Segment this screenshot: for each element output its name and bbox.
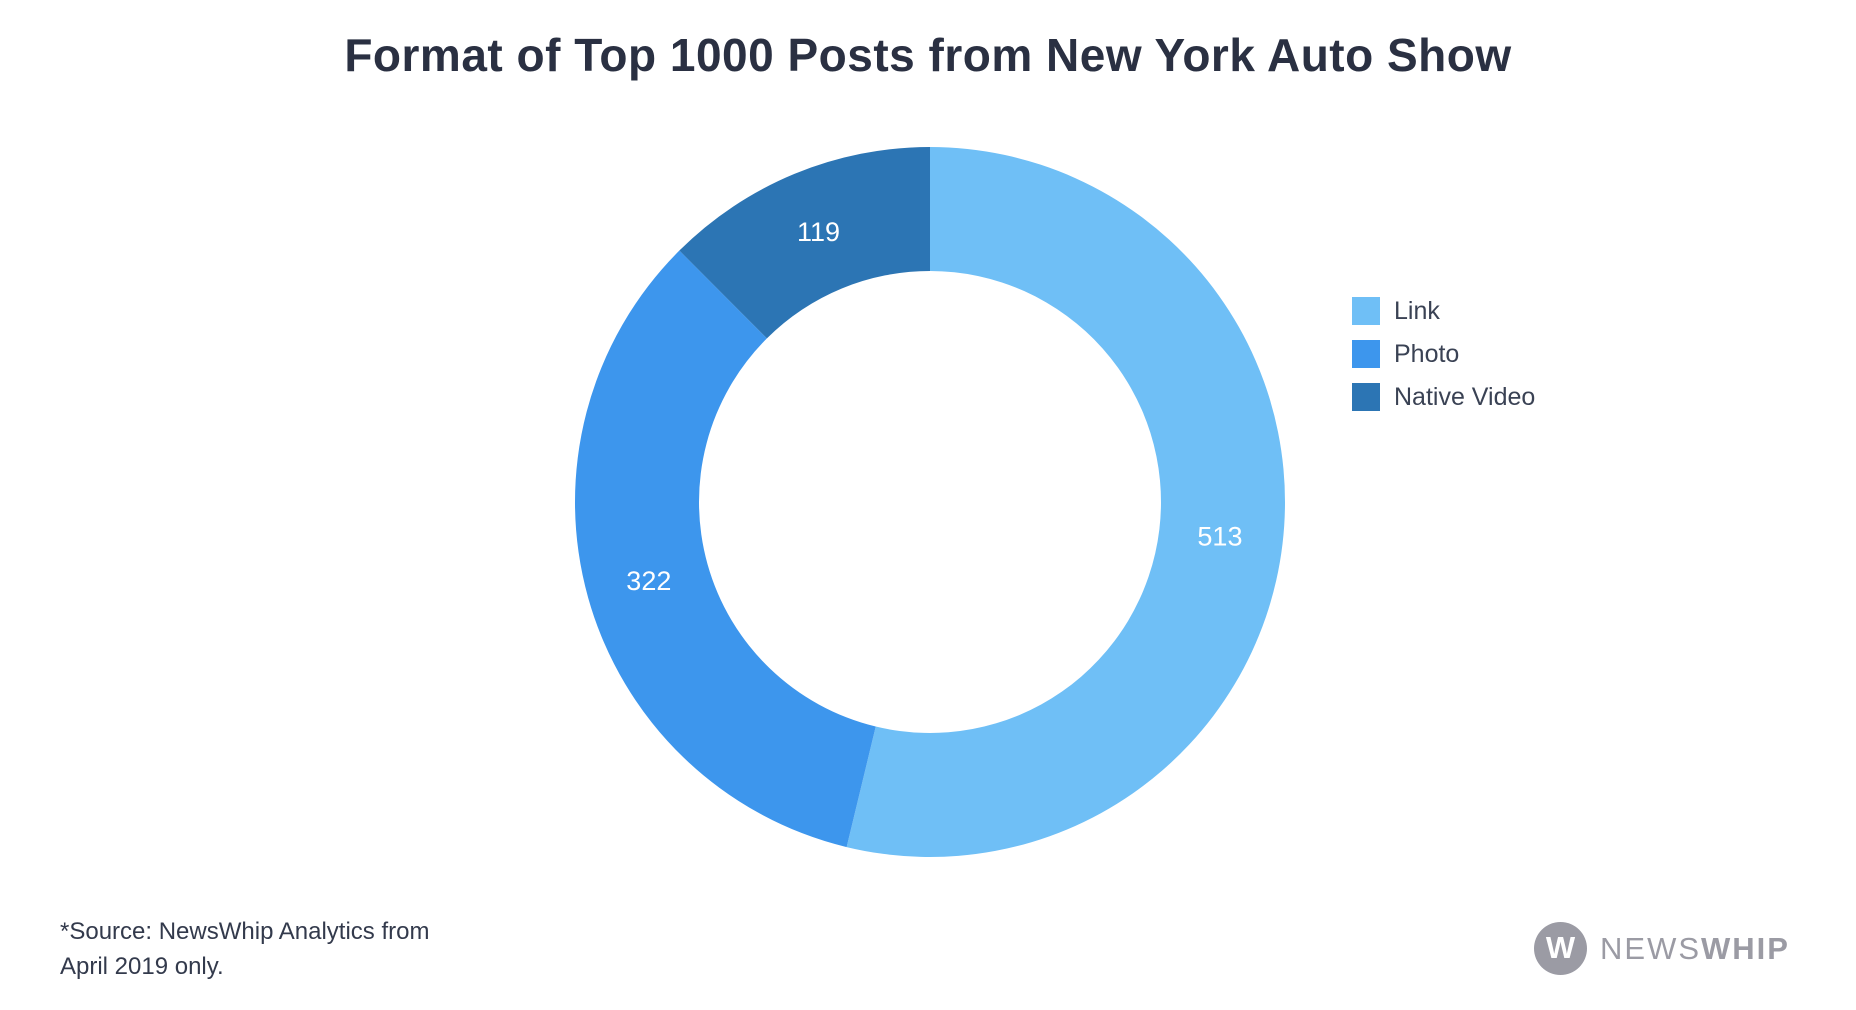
- newswhip-logo: W NEWSWHIP: [1534, 922, 1790, 975]
- legend-label-native-video: Native Video: [1394, 382, 1536, 411]
- donut-slice-value-photo: 322: [626, 566, 671, 596]
- legend-label-link: Link: [1394, 296, 1440, 325]
- donut-slice-native-video[interactable]: [679, 147, 930, 339]
- legend-item-native-video[interactable]: Native Video: [1352, 383, 1535, 411]
- legend-swatch-photo: [1352, 340, 1380, 368]
- newswhip-logo-text: NEWSWHIP: [1600, 931, 1790, 967]
- legend-label-photo: Photo: [1394, 339, 1460, 368]
- legend-swatch-link: [1352, 297, 1380, 325]
- newswhip-logo-mark-icon: W: [1534, 922, 1587, 975]
- source-note: *Source: NewsWhip Analytics from April 2…: [60, 914, 429, 984]
- chart-title: Format of Top 1000 Posts from New York A…: [344, 29, 1512, 81]
- donut-slice-link[interactable]: [846, 147, 1285, 857]
- newswhip-logo-text-news: NEWS: [1600, 930, 1701, 966]
- legend-swatch-native-video: [1352, 383, 1380, 411]
- donut-slice-photo[interactable]: [574, 250, 876, 848]
- newswhip-monogram: W: [1545, 930, 1576, 965]
- legend: Link Photo Native Video: [1352, 297, 1535, 426]
- source-note-line2: April 2019 only.: [60, 953, 224, 980]
- donut-slice-value-link: 513: [1197, 522, 1242, 552]
- donut-chart: 513 322 119: [570, 142, 1290, 862]
- newswhip-logo-text-whip: WHIP: [1701, 930, 1790, 966]
- donut-slice-value-native-video: 119: [797, 217, 840, 247]
- legend-item-link[interactable]: Link: [1352, 297, 1535, 325]
- source-note-line1: *Source: NewsWhip Analytics from: [60, 918, 430, 945]
- legend-item-photo[interactable]: Photo: [1352, 340, 1535, 368]
